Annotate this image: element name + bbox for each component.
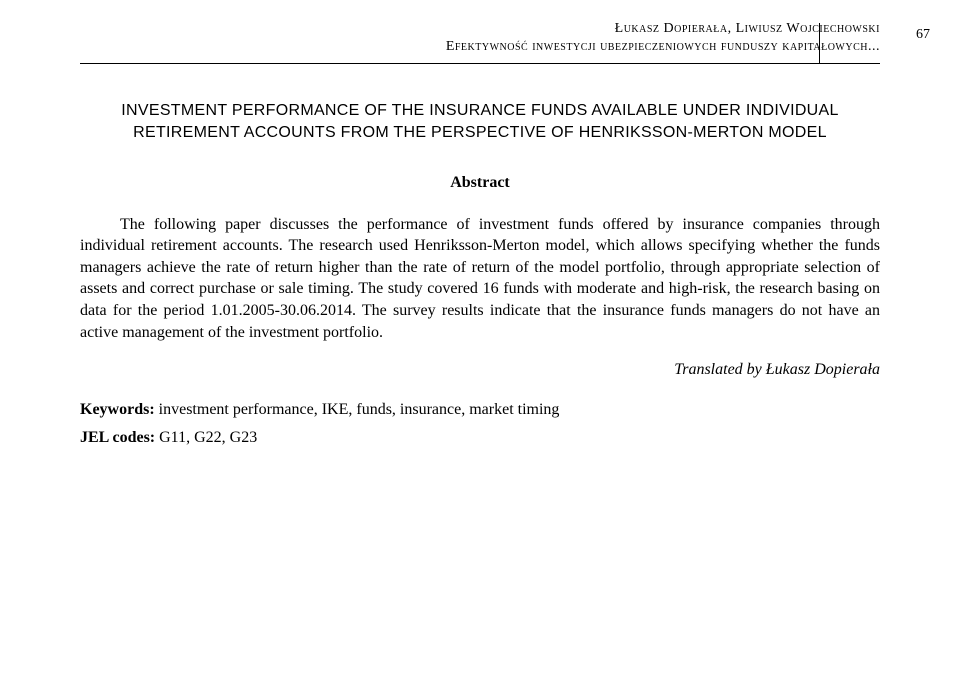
article-title: INVESTMENT PERFORMANCE OF THE INSURANCE … [80,100,880,143]
abstract-body: The following paper discusses the perfor… [80,214,880,344]
header-running-title: Efektywność inwestycji ubezpieczeniowych… [80,38,880,56]
keywords-label: Keywords: [80,401,155,418]
jel-line: JEL codes: G11, G22, G23 [80,429,880,447]
header-authors: Łukasz Dopierała, Liwiusz Wojciechowski [80,20,880,38]
translated-by: Translated by Łukasz Dopierała [80,361,880,379]
keywords-line: Keywords: investment performance, IKE, f… [80,401,880,419]
keywords-text: investment performance, IKE, funds, insu… [155,401,560,418]
jel-label: JEL codes: [80,429,155,446]
abstract-heading: Abstract [80,174,880,192]
jel-text: G11, G22, G23 [155,429,257,446]
page-number: 67 [916,26,930,44]
running-header: Łukasz Dopierała, Liwiusz Wojciechowski … [80,20,880,56]
title-line-1: INVESTMENT PERFORMANCE OF THE INSURANCE … [80,100,880,122]
title-line-2: RETIREMENT ACCOUNTS FROM THE PERSPECTIVE… [80,122,880,144]
